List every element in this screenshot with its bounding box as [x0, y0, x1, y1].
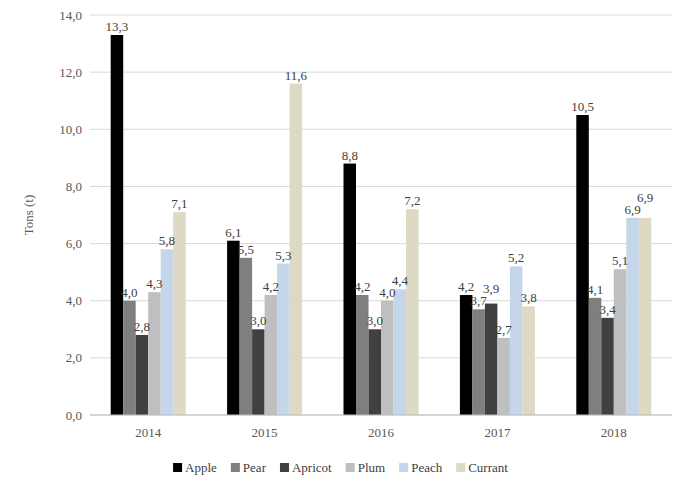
bar	[394, 289, 407, 415]
data-label: 13,3	[106, 19, 129, 34]
legend-swatch	[456, 463, 465, 472]
data-label: 11,6	[285, 68, 308, 83]
x-tick-label: 2014	[135, 425, 162, 440]
grid-line	[90, 72, 672, 73]
legend-swatch	[173, 463, 182, 472]
y-tick-label: 10,0	[59, 122, 82, 137]
data-label: 5,1	[612, 253, 628, 268]
legend-swatch	[346, 463, 355, 472]
x-tick-label: 2016	[368, 425, 395, 440]
legend-label: Currant	[468, 460, 508, 475]
x-axis-line	[90, 415, 672, 416]
chart: 0,0 2,0 4,0 6,0 8,0 10,0 12,0 14,0 Tons (t) 13,3 4…	[0, 0, 681, 490]
legend-label: Apricot	[292, 460, 332, 475]
y-tick-label: 2,0	[66, 350, 82, 365]
data-label: 3,8	[521, 290, 537, 305]
data-label: 5,2	[508, 250, 524, 265]
bar	[576, 115, 589, 415]
data-label: 3,0	[250, 313, 266, 328]
data-label: 5,3	[275, 248, 291, 263]
data-label: 10,5	[571, 99, 594, 114]
y-tick-label: 4,0	[66, 293, 82, 308]
data-label: 4,3	[146, 276, 162, 291]
bar	[161, 249, 174, 415]
bar	[639, 218, 652, 415]
data-label: 7,1	[171, 196, 187, 211]
grid-line	[90, 415, 672, 416]
bar	[240, 258, 253, 415]
data-label: 2,8	[134, 319, 150, 334]
data-label: 4,2	[354, 279, 370, 294]
bar	[614, 269, 627, 415]
data-label: 7,2	[404, 193, 420, 208]
bar	[472, 309, 485, 415]
bar	[497, 338, 510, 415]
data-label: 3,4	[599, 302, 616, 317]
bar	[369, 329, 382, 415]
bar	[626, 218, 639, 415]
data-label: 6,9	[637, 190, 653, 205]
bar	[381, 301, 394, 415]
legend-label: Peach	[411, 460, 443, 475]
data-label: 4,2	[458, 279, 474, 294]
bar	[460, 295, 473, 415]
data-label: 4,0	[121, 285, 137, 300]
x-tick-label: 2018	[601, 425, 627, 440]
bar	[136, 335, 149, 415]
data-label: 6,1	[225, 225, 241, 240]
data-label: 2,7	[496, 322, 513, 337]
data-label: 4,4	[392, 273, 409, 288]
data-label: 4,2	[263, 279, 279, 294]
legend-label: Plum	[358, 460, 385, 475]
y-tick-label: 14,0	[59, 8, 82, 23]
y-tick-label: 6,0	[66, 236, 82, 251]
bar	[485, 304, 498, 415]
bar	[227, 241, 240, 415]
legend-swatch	[399, 463, 408, 472]
data-labels: 13,3 4,0 2,8 4,3 5,8 7,1 6,1 5,5 3,0 4,2 5,3 11,6 8,…	[106, 19, 654, 337]
y-tick-label: 8,0	[66, 179, 82, 194]
data-label: 3,0	[367, 313, 383, 328]
y-axis-label: Tons (t)	[21, 195, 36, 236]
legend: Apple Pear Apricot Plum Peach Currant	[173, 460, 508, 475]
bars	[111, 35, 652, 415]
bar	[252, 329, 265, 415]
data-label: 4,1	[587, 282, 603, 297]
bar	[406, 209, 419, 415]
bar	[522, 306, 535, 415]
bar	[148, 292, 161, 415]
y-tick-label: 0,0	[66, 408, 82, 423]
bar	[111, 35, 124, 415]
y-axis-extent	[90, 15, 91, 415]
x-tick-label: 2015	[252, 425, 278, 440]
legend-label: Pear	[243, 460, 267, 475]
bar	[123, 301, 136, 415]
data-label: 5,5	[238, 242, 254, 257]
legend-swatch	[231, 463, 240, 472]
x-tick-label: 2017	[484, 425, 511, 440]
grid-line	[90, 15, 672, 16]
bar	[510, 266, 523, 415]
legend-label: Apple	[185, 460, 217, 475]
bar	[601, 318, 614, 415]
data-label: 5,8	[159, 233, 175, 248]
data-label: 3,9	[483, 281, 499, 296]
legend-swatch	[280, 463, 289, 472]
data-label: 8,8	[342, 148, 358, 163]
y-tick-label: 12,0	[59, 65, 82, 80]
